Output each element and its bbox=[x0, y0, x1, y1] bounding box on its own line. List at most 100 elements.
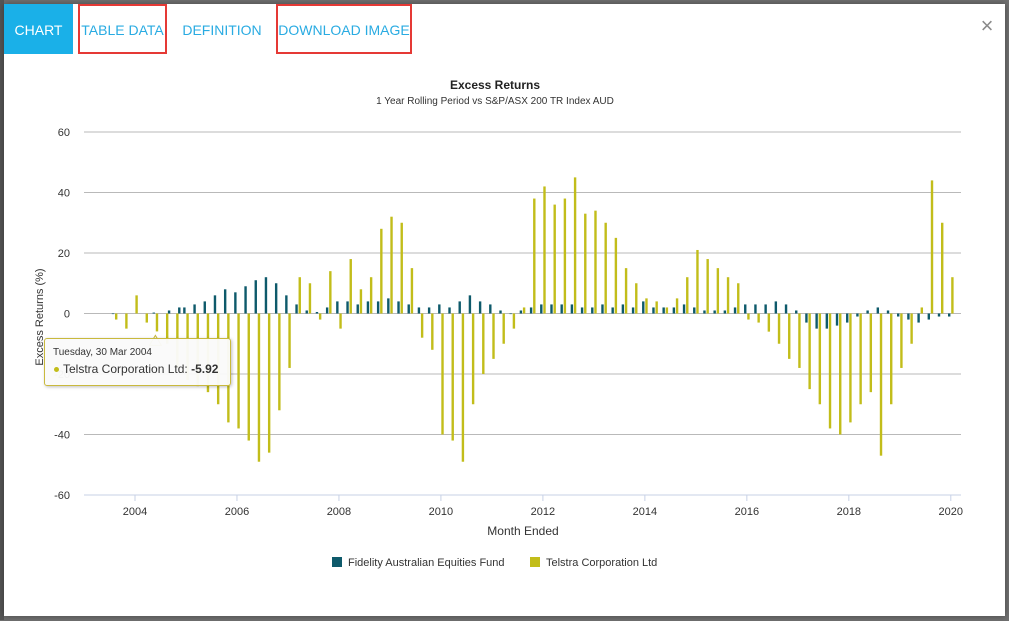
fund-bar[interactable] bbox=[223, 289, 227, 314]
telstra-bar[interactable] bbox=[839, 313, 842, 435]
telstra-bar[interactable] bbox=[145, 313, 148, 323]
fund-bar[interactable] bbox=[448, 307, 451, 314]
fund-bar[interactable] bbox=[876, 307, 880, 314]
fund-bar[interactable] bbox=[927, 313, 931, 320]
telstra-bar[interactable] bbox=[859, 313, 862, 405]
telstra-bar[interactable] bbox=[920, 307, 924, 314]
fund-bar[interactable] bbox=[438, 304, 441, 314]
fund-bar[interactable] bbox=[254, 280, 257, 314]
fund-bar[interactable] bbox=[336, 301, 339, 314]
telstra-bar[interactable] bbox=[635, 283, 638, 314]
telstra-bar[interactable] bbox=[512, 313, 516, 329]
fund-bar[interactable] bbox=[264, 277, 268, 314]
fund-bar[interactable] bbox=[305, 310, 308, 314]
fund-bar[interactable] bbox=[346, 301, 349, 314]
telstra-bar[interactable] bbox=[349, 259, 352, 314]
fund-bar[interactable] bbox=[784, 304, 788, 314]
fund-bar[interactable] bbox=[387, 298, 390, 314]
telstra-bar[interactable] bbox=[125, 313, 128, 329]
fund-bar[interactable] bbox=[886, 310, 890, 314]
fund-bar[interactable] bbox=[856, 313, 859, 317]
telstra-bar[interactable] bbox=[798, 313, 801, 368]
fund-bar[interactable] bbox=[167, 310, 171, 314]
fund-bar[interactable] bbox=[183, 307, 186, 314]
fund-bar[interactable] bbox=[560, 304, 563, 314]
fund-bar[interactable] bbox=[274, 283, 278, 314]
telstra-bar[interactable] bbox=[522, 307, 526, 314]
fund-bar[interactable] bbox=[315, 311, 319, 314]
close-icon[interactable]: × bbox=[980, 13, 994, 38]
telstra-bar[interactable] bbox=[930, 180, 934, 314]
telstra-bar[interactable] bbox=[339, 313, 342, 329]
tab-table-data[interactable]: TABLE DATA bbox=[78, 4, 167, 54]
fund-bar[interactable] bbox=[550, 304, 553, 314]
fund-bar[interactable] bbox=[774, 301, 778, 314]
fund-bar[interactable] bbox=[458, 301, 461, 314]
fund-bar[interactable] bbox=[795, 310, 798, 314]
fund-bar[interactable] bbox=[468, 295, 472, 314]
telstra-bar[interactable] bbox=[573, 177, 577, 314]
tab-download-image[interactable]: DOWNLOAD IMAGE bbox=[276, 4, 412, 54]
fund-bar[interactable] bbox=[591, 307, 594, 314]
fund-bar[interactable] bbox=[682, 304, 686, 314]
telstra-bar[interactable] bbox=[941, 222, 944, 314]
telstra-bar[interactable] bbox=[329, 271, 332, 314]
fund-bar[interactable] bbox=[193, 304, 196, 314]
telstra-bar[interactable] bbox=[584, 213, 587, 314]
fund-bar[interactable] bbox=[805, 313, 808, 323]
fund-bar[interactable] bbox=[519, 310, 523, 314]
fund-bar[interactable] bbox=[234, 292, 237, 314]
fund-bar[interactable] bbox=[111, 313, 115, 315]
telstra-bar[interactable] bbox=[114, 313, 118, 320]
telstra-bar[interactable] bbox=[624, 268, 628, 314]
telstra-bar[interactable] bbox=[788, 313, 791, 359]
fund-bar[interactable] bbox=[244, 286, 247, 314]
telstra-bar[interactable] bbox=[604, 222, 607, 314]
telstra-bar[interactable] bbox=[318, 313, 322, 320]
telstra-bar[interactable] bbox=[716, 268, 720, 314]
telstra-bar[interactable] bbox=[400, 222, 403, 314]
telstra-bar[interactable] bbox=[165, 313, 169, 344]
fund-bar[interactable] bbox=[764, 304, 767, 314]
fund-bar[interactable] bbox=[662, 307, 665, 314]
fund-bar[interactable] bbox=[376, 301, 380, 314]
fund-bar[interactable] bbox=[754, 304, 757, 314]
telstra-bar[interactable] bbox=[675, 298, 679, 314]
telstra-bar[interactable] bbox=[369, 277, 373, 314]
fund-bar[interactable] bbox=[509, 313, 512, 315]
fund-bar[interactable] bbox=[703, 310, 706, 314]
telstra-bar[interactable] bbox=[808, 313, 811, 390]
telstra-bar[interactable] bbox=[451, 313, 454, 441]
telstra-bar[interactable] bbox=[533, 198, 536, 314]
telstra-bar[interactable] bbox=[278, 313, 281, 411]
fund-bar[interactable] bbox=[744, 304, 747, 314]
fund-bar[interactable] bbox=[366, 301, 370, 314]
telstra-bar[interactable] bbox=[686, 277, 689, 314]
fund-bar[interactable] bbox=[846, 313, 849, 323]
fund-bar[interactable] bbox=[397, 301, 400, 314]
telstra-bar[interactable] bbox=[614, 237, 618, 314]
telstra-bar[interactable] bbox=[482, 313, 485, 375]
fund-bar[interactable] bbox=[672, 307, 676, 314]
tab-definition[interactable]: DEFINITION bbox=[182, 22, 262, 38]
fund-bar[interactable] bbox=[478, 301, 482, 314]
telstra-bar[interactable] bbox=[696, 249, 699, 314]
fund-bar[interactable] bbox=[897, 313, 900, 317]
telstra-bar[interactable] bbox=[359, 289, 363, 314]
fund-bar[interactable] bbox=[570, 304, 574, 314]
fund-bar[interactable] bbox=[815, 313, 818, 329]
telstra-bar[interactable] bbox=[910, 313, 913, 344]
telstra-bar[interactable] bbox=[492, 313, 495, 359]
telstra-bar[interactable] bbox=[553, 204, 556, 314]
telstra-bar[interactable] bbox=[879, 313, 883, 456]
legend-swatch-telstra[interactable] bbox=[530, 557, 540, 567]
fund-bar[interactable] bbox=[178, 307, 181, 314]
telstra-bar[interactable] bbox=[900, 313, 903, 368]
fund-bar[interactable] bbox=[285, 295, 288, 314]
fund-bar[interactable] bbox=[499, 310, 502, 314]
fund-bar[interactable] bbox=[693, 307, 696, 314]
telstra-bar[interactable] bbox=[645, 298, 648, 314]
fund-bar[interactable] bbox=[417, 307, 421, 314]
fund-bar[interactable] bbox=[152, 312, 155, 314]
telstra-bar[interactable] bbox=[380, 228, 383, 314]
